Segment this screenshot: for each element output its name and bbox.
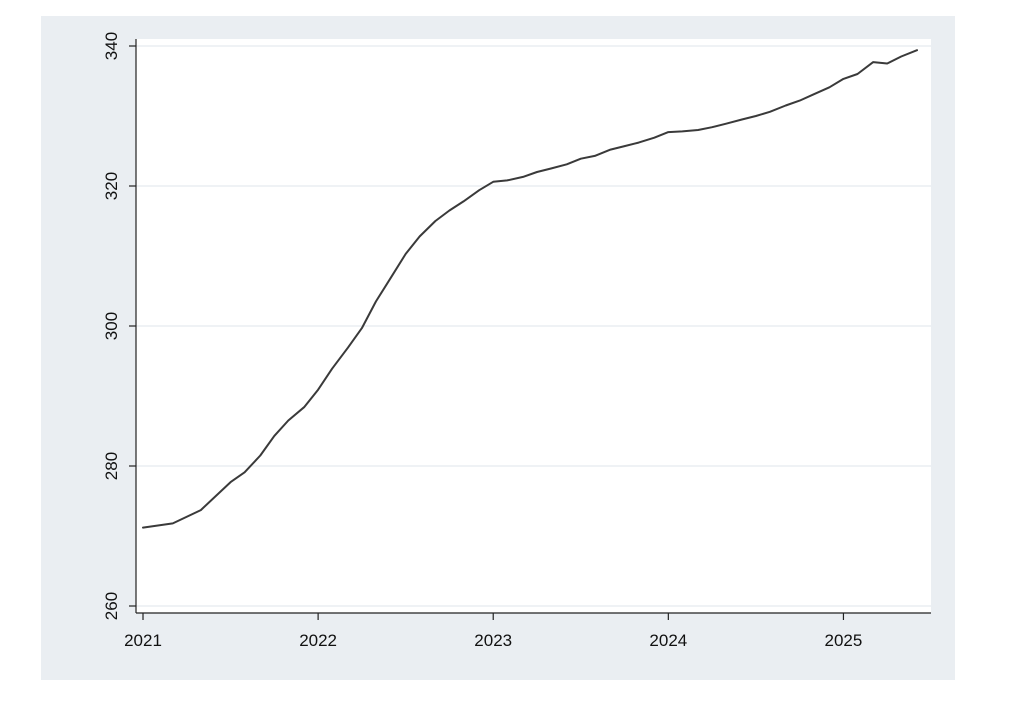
line-chart: 260 280 300 320 340 2021 2022 2023 2024 2025 <box>102 32 931 650</box>
y-tick-label: 300 <box>102 312 121 340</box>
y-tick-label: 260 <box>102 592 121 620</box>
x-tick-label: 2025 <box>825 631 863 650</box>
x-tick-label: 2023 <box>474 631 512 650</box>
y-axis-ticks: 260 280 300 320 340 <box>102 32 136 620</box>
series-line <box>142 49 918 529</box>
chart-figure: 260 280 300 320 340 2021 2022 2023 2024 2025 <box>41 16 955 680</box>
gridlines <box>136 45 931 607</box>
y-tick-label: 340 <box>102 32 121 60</box>
y-tick-label: 320 <box>102 172 121 200</box>
y-tick-label: 280 <box>102 452 121 480</box>
x-tick-label: 2024 <box>649 631 687 650</box>
x-tick-label: 2022 <box>299 631 337 650</box>
x-tick-label: 2021 <box>124 631 162 650</box>
x-axis-ticks: 2021 2022 2023 2024 2025 <box>124 613 862 650</box>
